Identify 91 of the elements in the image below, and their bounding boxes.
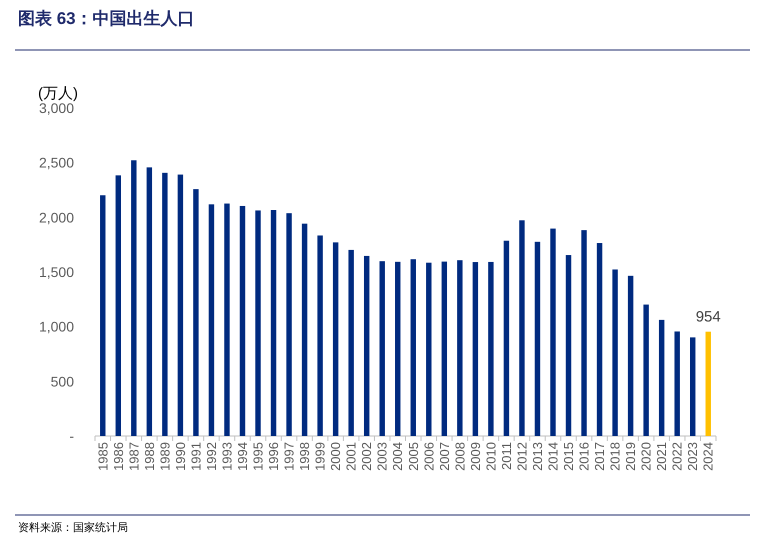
x-tick-label: 2005: [406, 442, 421, 471]
x-tick-label: 2022: [670, 442, 685, 471]
x-tick-label: 1989: [157, 442, 172, 471]
bar: [208, 204, 214, 436]
bar: [612, 269, 618, 436]
x-tick-label: 1995: [250, 442, 266, 471]
y-axis-title: (万人): [38, 85, 78, 102]
bar: [457, 260, 463, 436]
bar: [488, 262, 494, 436]
bar: [566, 255, 572, 436]
x-tick-label: 2023: [685, 442, 700, 471]
bar: [317, 235, 323, 436]
x-tick-label: 2019: [623, 442, 638, 471]
y-tick-label: 500: [50, 373, 74, 390]
x-tick-label: 2001: [344, 442, 359, 471]
x-tick-label: 2012: [514, 442, 530, 471]
bar: [706, 332, 711, 436]
bar: [658, 320, 664, 436]
x-tick-label: 1998: [297, 442, 312, 471]
x-tick-label: 2004: [390, 442, 406, 471]
data-label: 954: [696, 308, 721, 326]
bar: [596, 243, 602, 436]
bar: [116, 175, 122, 436]
bar: [395, 262, 400, 436]
x-tick-label: 2018: [608, 442, 623, 471]
y-tick-label: 1,500: [38, 264, 74, 280]
bar: [146, 167, 152, 436]
bar: [162, 172, 168, 436]
bar: [504, 240, 510, 436]
x-tick-label: 2020: [638, 442, 654, 471]
x-tick-label: 2007: [436, 442, 452, 471]
bar: [302, 224, 308, 436]
chart-title: 图表 63：中国出生人口: [18, 9, 195, 28]
bar: [550, 228, 556, 436]
bar: [100, 195, 106, 436]
x-tick-label: 1993: [219, 442, 234, 471]
x-tick-label: 2009: [468, 442, 483, 471]
bar: [581, 230, 587, 436]
bar: [332, 242, 338, 436]
bar: [255, 210, 261, 436]
x-tick-label: 1988: [142, 442, 157, 471]
x-tick-label: 1991: [188, 442, 204, 471]
x-tick-label: 2000: [328, 442, 344, 471]
y-tick-label: 2,500: [38, 154, 74, 171]
y-tick-label: -: [69, 428, 74, 444]
bar: [534, 242, 540, 436]
bar: [519, 220, 525, 436]
bar: [240, 206, 246, 436]
bar: [224, 204, 230, 436]
x-tick-label: 2002: [359, 442, 374, 471]
bar: [348, 250, 354, 436]
x-tick-label: 2003: [374, 442, 390, 471]
x-tick-label: 2006: [421, 442, 436, 471]
bar: [193, 189, 199, 436]
bar: [628, 276, 634, 436]
x-tick-label: 2014: [545, 442, 560, 471]
bar: [270, 210, 276, 436]
x-tick-label: 1997: [282, 442, 297, 471]
x-tick-label: 2013: [530, 442, 545, 471]
bar: [442, 262, 448, 436]
x-tick-label: 2016: [576, 442, 592, 471]
bar: [379, 261, 385, 436]
bar: [643, 304, 649, 436]
x-tick-label: 1985: [95, 442, 110, 471]
x-tick-label: 2010: [483, 442, 498, 471]
x-tick-label: 2017: [592, 442, 608, 471]
y-tick-label: 2,000: [38, 209, 74, 226]
x-tick-label: 1996: [266, 442, 282, 471]
y-tick-label: 3,000: [38, 100, 74, 116]
bar: [286, 213, 292, 436]
x-tick-label: 1999: [312, 442, 328, 471]
bar: [674, 331, 680, 436]
bar: [364, 256, 370, 436]
bar: [178, 174, 184, 436]
text: 资料来源：国家统计局: [18, 521, 128, 534]
bar: [410, 259, 416, 436]
x-tick-label: 1990: [172, 442, 188, 471]
bar: [426, 262, 432, 436]
x-tick-label: 2008: [452, 442, 468, 471]
x-tick-label: 1987: [126, 442, 142, 471]
x-tick-label: 2024: [700, 442, 716, 471]
x-tick-label: 2021: [654, 442, 670, 471]
x-tick-label: 1986: [110, 442, 126, 471]
x-tick-label: 2011: [498, 442, 514, 470]
x-tick-label: 1992: [204, 442, 219, 471]
bar: [472, 262, 478, 436]
bar: [690, 337, 696, 436]
x-tick-label: 1994: [234, 442, 250, 471]
y-tick-label: 1,000: [38, 318, 74, 335]
bar: [131, 160, 137, 436]
x-tick-label: 2015: [561, 442, 576, 471]
